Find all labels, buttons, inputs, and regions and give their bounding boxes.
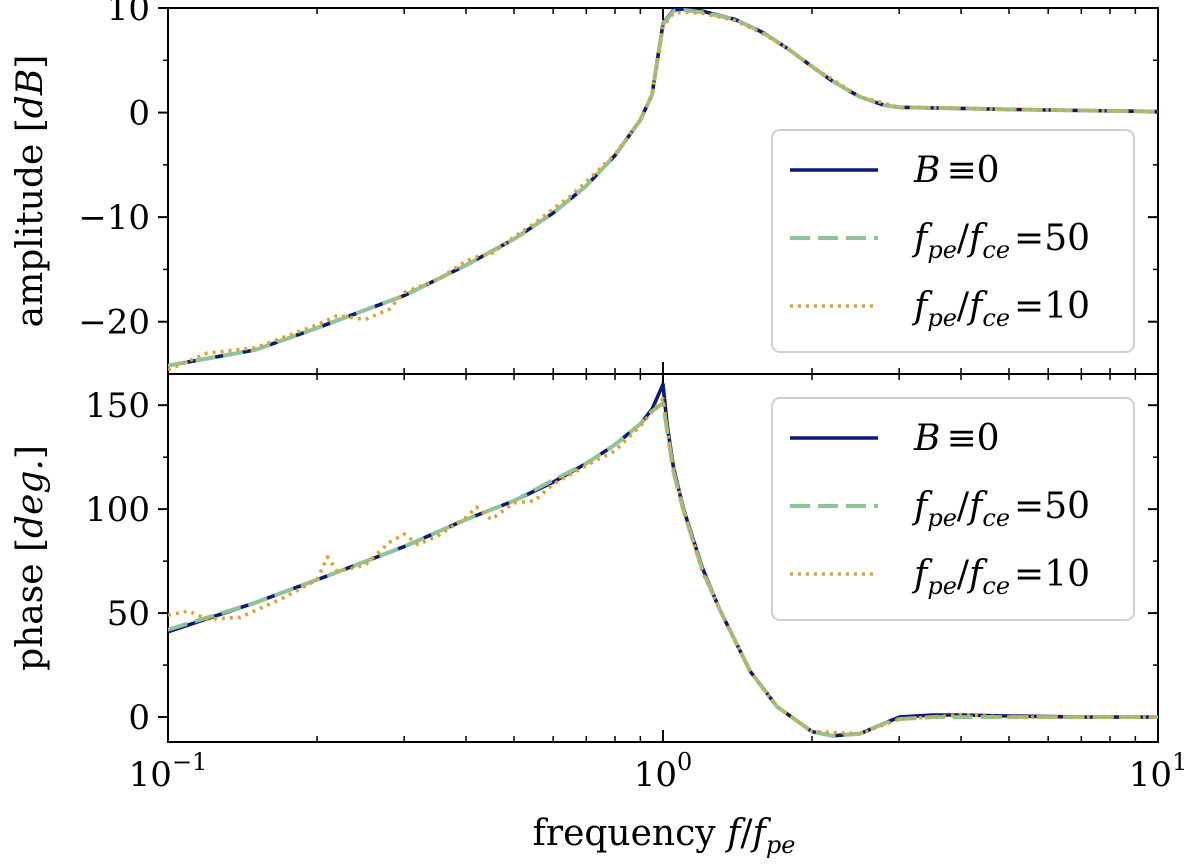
y-tick-label: −20 bbox=[78, 303, 150, 343]
legend-label-2: fpe/fce =50 bbox=[911, 218, 1090, 264]
legend-box bbox=[771, 397, 1135, 621]
y-tick-label: −10 bbox=[78, 198, 150, 238]
legend-label-3: fpe/fce =10 bbox=[911, 286, 1090, 332]
legend-label-3: fpe/fce =10 bbox=[911, 554, 1090, 600]
legend-label-1: B ≡0 bbox=[913, 418, 1000, 459]
y-tick-label: 150 bbox=[85, 386, 150, 426]
x-axis-label: frequency f/fpe bbox=[533, 813, 796, 859]
x-tick-label: 100 bbox=[634, 748, 693, 795]
y-tick-label: 0 bbox=[128, 94, 150, 134]
y-axis-label: amplitude [dB] bbox=[10, 55, 51, 328]
x-axis-label-text: frequency bbox=[533, 813, 728, 854]
y-tick-label: 100 bbox=[85, 490, 150, 530]
y-tick-label: 10 bbox=[107, 0, 150, 29]
series-group bbox=[168, 8, 1158, 372]
series-line-3 bbox=[168, 10, 1158, 372]
series-group bbox=[168, 382, 1158, 738]
x-tick-label: 10−1 bbox=[129, 748, 208, 795]
y-tick-label: 50 bbox=[107, 594, 150, 634]
legend: B ≡0 fpe/fce =50 fpe/fce =10 bbox=[771, 129, 1135, 353]
legend-label-1: B ≡0 bbox=[913, 150, 1000, 191]
x-axis-tick-labels: 10−1 100 101 bbox=[129, 748, 1188, 795]
y-tick-label: 0 bbox=[128, 698, 150, 738]
x-tick-label: 101 bbox=[1129, 748, 1188, 795]
series-line-3 bbox=[168, 397, 1158, 736]
series-line-2 bbox=[168, 401, 1158, 738]
amplitude-panel: 10 0 −10 −20 amplitude [dB] B ≡0 fpe/fce =50 fpe/… bbox=[10, 0, 1159, 375]
y-axis-label: phase [deg.] bbox=[10, 445, 51, 671]
legend-box bbox=[771, 129, 1135, 353]
